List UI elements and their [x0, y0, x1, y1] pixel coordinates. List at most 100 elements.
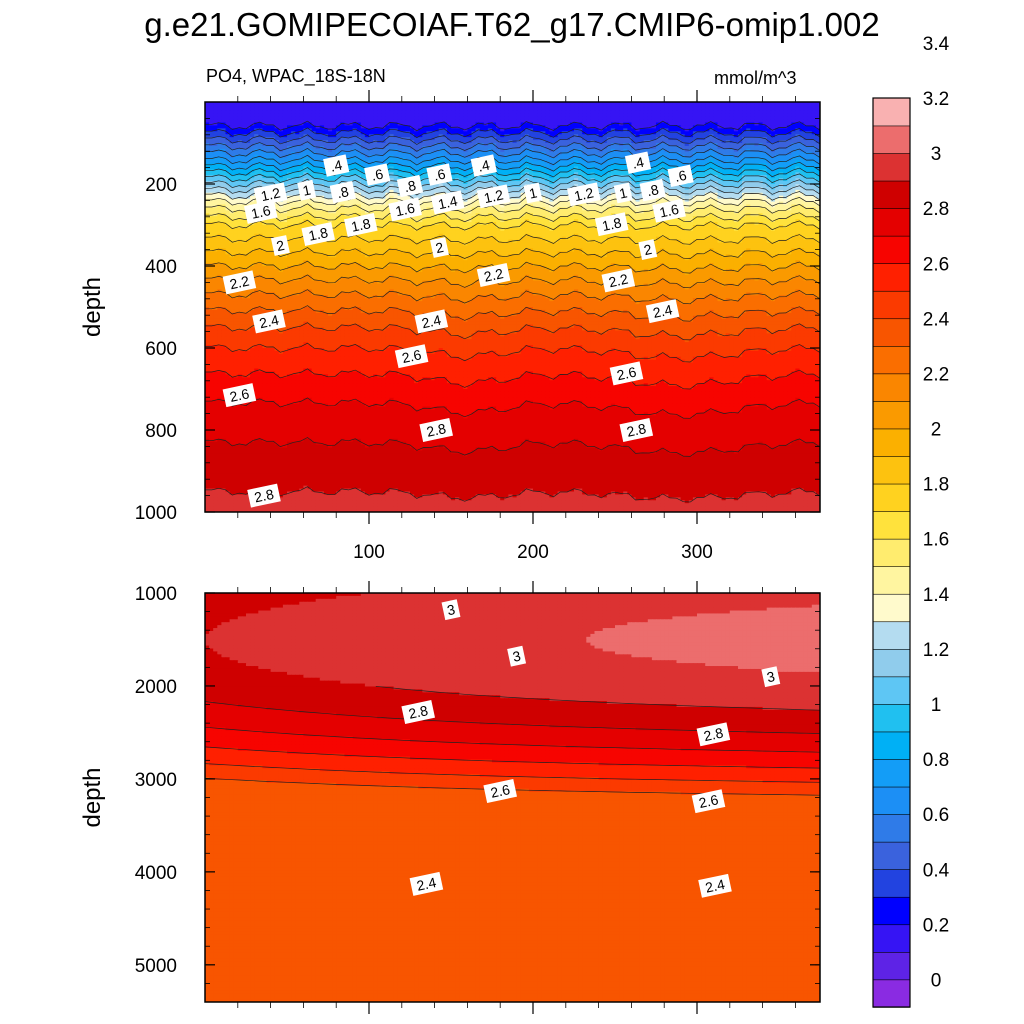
contour-label: 2.6: [483, 779, 517, 803]
colorbar-swatch: [872, 318, 911, 347]
contour-label: 1.6: [244, 199, 278, 224]
colorbar-swatch: [872, 648, 911, 678]
y-tick-label: 600: [145, 339, 177, 360]
contour-label: .4: [470, 154, 497, 177]
contour-label-text: 1.6: [394, 200, 417, 220]
contour-line: [205, 147, 820, 159]
colorbar-label: 2.8: [923, 199, 949, 220]
contour-label-text: 2.4: [651, 301, 674, 321]
contour-label: 1.8: [301, 222, 335, 246]
contour-label-text: 2.8: [702, 724, 725, 744]
colorbar-label: 2.6: [923, 254, 949, 275]
contour-label: 1: [297, 179, 317, 201]
contour-label-text: 1: [528, 184, 539, 201]
contour-label: 3: [761, 666, 781, 688]
contour-label: 2.8: [401, 700, 435, 724]
contour-label-text: 2.6: [697, 791, 720, 811]
contour-label-text: .8: [335, 183, 350, 201]
y-tick-label: 5000: [135, 956, 177, 977]
contour-label-text: 2.8: [253, 486, 276, 506]
contour-label: .6: [426, 163, 453, 186]
contour-label: 2.8: [619, 418, 654, 442]
contour-label: 2.8: [247, 483, 281, 508]
contour-label-text: 2.2: [228, 273, 251, 293]
colorbar-label: 2: [931, 420, 942, 441]
contour-line: [205, 260, 820, 274]
colorbar-swatch: [872, 373, 911, 402]
colorbar-label: 1.4: [923, 585, 950, 606]
y-axis-title: depth: [79, 767, 106, 827]
colorbar-swatch: [872, 731, 911, 760]
contour-label-text: 2.6: [489, 781, 512, 801]
y-tick-label: 3000: [135, 770, 177, 791]
contour-label-text: 2: [434, 239, 445, 256]
contour-label-text: .6: [370, 166, 385, 184]
contour-label-text: 3: [765, 668, 776, 685]
contour-label: .8: [329, 181, 356, 204]
contour-label-text: 1: [618, 184, 629, 201]
contour-label-text: .8: [645, 181, 660, 199]
contour-line: [205, 746, 820, 769]
colorbar-label: 1.6: [923, 530, 949, 551]
contour-label-text: 2: [275, 237, 286, 254]
colorbar-swatch: [872, 676, 911, 705]
contour-line: [205, 120, 820, 132]
contour-label: 2: [638, 239, 658, 261]
colorbar-swatch: [872, 621, 911, 650]
contour-label: 2.2: [601, 268, 636, 293]
contour-label-text: 2.4: [704, 876, 727, 896]
colorbar-swatch: [872, 565, 911, 595]
colorbar-swatch: [872, 345, 911, 375]
y-tick-label: 400: [145, 257, 177, 278]
colorbar-swatch: [872, 786, 911, 815]
y-tick-label: 4000: [135, 863, 177, 884]
contour-label-text: 2.8: [407, 702, 430, 722]
y-tick-label: 1000: [135, 584, 177, 605]
colorbar-swatch: [872, 868, 911, 898]
contour-line: [205, 154, 820, 166]
contour-label: 1.6: [652, 198, 686, 223]
contour-line: [205, 203, 820, 215]
contour-line: [205, 274, 820, 289]
contour-line: [205, 763, 820, 783]
contour-label-text: 2.2: [482, 265, 505, 285]
contour-label: 2.8: [696, 722, 731, 747]
colorbar-label: 0.4: [923, 860, 950, 881]
contour-label: .6: [667, 164, 694, 187]
colorbar-label: 1.8: [923, 475, 949, 496]
colorbar-label: 3: [931, 144, 942, 165]
contour-label: .4: [323, 154, 350, 177]
contour-label-text: 1.8: [601, 214, 624, 234]
contour-label: 1.2: [567, 182, 601, 207]
contour-line: [205, 397, 820, 419]
contour-label-text: 1: [301, 182, 312, 199]
contour-label-text: 2.6: [400, 346, 423, 366]
y-tick-label: 800: [145, 421, 177, 442]
contour-label: 2.2: [222, 270, 257, 295]
colorbar-label: 0.2: [923, 915, 949, 936]
contour-line: [205, 211, 820, 223]
contour-label: 1.2: [476, 184, 511, 209]
colorbar-frame: [872, 97, 911, 1008]
colorbar-swatch: [872, 152, 911, 182]
contour-label-text: 2: [642, 241, 653, 258]
contour-label: 1.8: [344, 213, 378, 237]
y-axis-title: depth: [79, 277, 106, 337]
contour-label-text: 1.2: [573, 184, 596, 204]
colorbar-swatch: [872, 896, 911, 926]
contour-label-text: 2.8: [425, 420, 448, 440]
colorbar-swatch: [872, 290, 911, 320]
colorbar-label: 1: [931, 695, 942, 716]
colorbar-swatch: [872, 813, 911, 843]
colorbar-swatch: [872, 180, 911, 209]
contour-label: 2.4: [252, 309, 286, 334]
contour-label: .8: [639, 179, 666, 202]
contour-line: [205, 726, 820, 753]
contour-label-text: .4: [329, 157, 344, 175]
contour-label-text: 2.2: [607, 271, 630, 291]
colorbar-swatch: [872, 125, 911, 154]
colorbar-label: 2.4: [923, 309, 950, 330]
contour-label: .4: [624, 151, 652, 174]
colorbar-label: 0.6: [923, 805, 949, 826]
